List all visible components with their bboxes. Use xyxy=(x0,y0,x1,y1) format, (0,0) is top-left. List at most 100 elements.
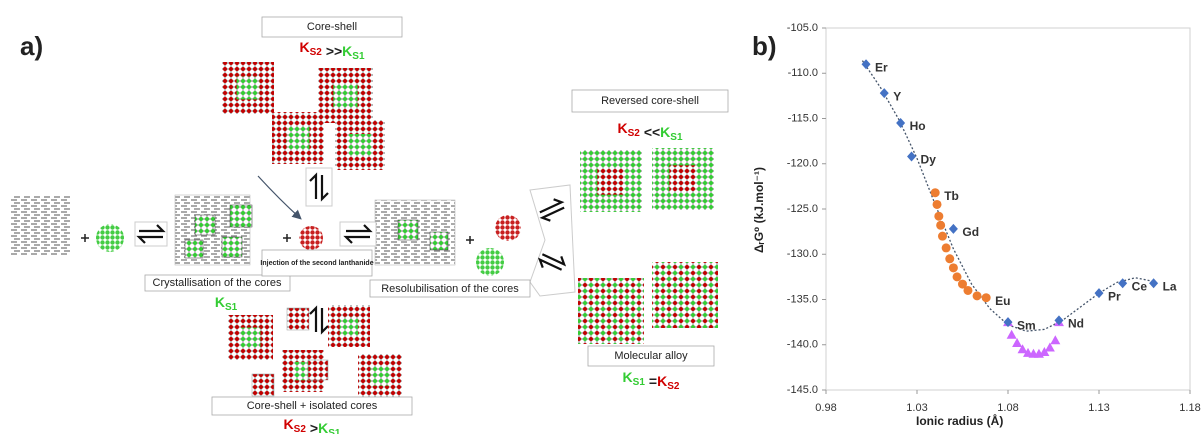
point-label: Er xyxy=(875,60,888,74)
arrow-box xyxy=(340,222,376,246)
caption: Injection of the second lanthanide xyxy=(260,260,373,267)
x-tick-label: 1.03 xyxy=(906,402,927,414)
point xyxy=(931,188,940,197)
relation: KS1 xyxy=(215,294,238,313)
y-tick-label: -115.0 xyxy=(788,112,818,124)
plot-frame xyxy=(826,28,1190,390)
point-label: Sm xyxy=(1017,318,1036,332)
y-tick-label: -120.0 xyxy=(787,158,818,170)
point-label: Pr xyxy=(1108,289,1121,303)
point xyxy=(896,118,905,128)
relation: KS2>>KS1 xyxy=(299,39,365,62)
alloy-particle xyxy=(578,278,644,344)
subscript: S2 xyxy=(628,128,641,139)
x-tick-label: 1.13 xyxy=(1088,402,1109,414)
point-label: Ce xyxy=(1132,279,1148,293)
x-tick-label: 1.08 xyxy=(997,402,1018,414)
subscript: S1 xyxy=(352,51,365,62)
point xyxy=(1012,338,1022,347)
plus xyxy=(81,234,89,242)
core xyxy=(237,77,260,100)
y-tick-label: -135.0 xyxy=(787,293,818,305)
subscript: S1 xyxy=(328,428,341,434)
point xyxy=(1149,278,1158,288)
arrow-box xyxy=(306,168,332,206)
x-axis-label: Ionic radius (Å) xyxy=(916,413,1003,428)
plot: -105.0-110.0-115.0-120.0-125.0-130.0-135… xyxy=(787,22,1201,414)
point xyxy=(973,291,982,300)
point xyxy=(949,224,958,234)
subscript: S1 xyxy=(670,132,683,143)
caption: Crystallisation of the cores xyxy=(153,277,282,289)
caption: Core-shell xyxy=(307,21,357,33)
point xyxy=(945,254,954,263)
point xyxy=(880,88,889,98)
panel-label: a) xyxy=(20,31,43,61)
point xyxy=(1050,335,1060,344)
caption: Reversed core-shell xyxy=(601,95,699,107)
y-tick-label: -145.0 xyxy=(787,384,818,396)
isolated-core xyxy=(287,308,309,330)
isolated-core xyxy=(252,374,274,396)
point-label: La xyxy=(1163,279,1177,293)
core xyxy=(597,167,624,194)
core xyxy=(340,317,358,335)
subscript: S2 xyxy=(294,424,307,434)
point xyxy=(963,286,972,295)
point xyxy=(982,293,991,302)
relation-operator: = xyxy=(649,373,657,389)
green-core xyxy=(185,240,203,258)
equilibrium-arrow xyxy=(310,308,328,332)
symbol: K xyxy=(284,416,294,432)
point xyxy=(953,272,962,281)
relation-operator: << xyxy=(644,124,660,140)
x-tick-label: 1.18 xyxy=(1179,402,1200,414)
subscript: S2 xyxy=(310,47,323,58)
panel-label: b) xyxy=(752,31,777,61)
red-cluster xyxy=(495,215,521,241)
figure: a) Core-shell KS2>>KS1 Reversed core-she… xyxy=(0,0,1204,434)
injection-arrow xyxy=(258,176,300,218)
point xyxy=(1007,330,1017,339)
symbol: K xyxy=(342,43,352,59)
symbol: K xyxy=(660,124,670,140)
point-label: Dy xyxy=(921,153,937,167)
point xyxy=(936,221,945,230)
relation-operator: > xyxy=(310,420,318,434)
point-label: Ho xyxy=(910,119,926,133)
arrow-box xyxy=(135,222,167,246)
point xyxy=(934,212,943,221)
caption: Core-shell + isolated cores xyxy=(247,400,378,412)
relation: KS1=KS2 xyxy=(623,369,680,392)
y-tick-label: -105.0 xyxy=(787,22,818,34)
point xyxy=(949,263,958,272)
symbol: K xyxy=(623,369,633,385)
relation: KS2<<KS1 xyxy=(617,120,683,143)
caption: Molecular alloy xyxy=(614,350,688,362)
point-label: Nd xyxy=(1068,316,1084,330)
relation-operator: >> xyxy=(326,43,342,59)
point xyxy=(1095,288,1104,298)
molecules xyxy=(10,195,70,255)
green-core xyxy=(230,205,252,227)
symbol: K xyxy=(318,420,328,434)
red-cluster xyxy=(299,226,323,250)
alloy-particle xyxy=(652,262,718,328)
core xyxy=(333,83,357,107)
core xyxy=(349,134,371,156)
green-core xyxy=(222,237,242,257)
point xyxy=(933,200,942,209)
y-tick-label: -130.0 xyxy=(787,248,818,260)
green-cluster xyxy=(476,248,504,276)
point-label: Tb xyxy=(944,189,959,203)
isolated-core xyxy=(308,360,328,380)
point-label: Y xyxy=(893,89,901,103)
point xyxy=(942,243,951,252)
core xyxy=(370,366,389,385)
point-label: Gd xyxy=(962,225,979,239)
green-core xyxy=(430,232,448,250)
x-tick-label: 0.98 xyxy=(815,402,836,414)
y-tick-label: -125.0 xyxy=(787,203,818,215)
relation: KS2>KS1 xyxy=(284,416,341,434)
core xyxy=(241,328,261,348)
